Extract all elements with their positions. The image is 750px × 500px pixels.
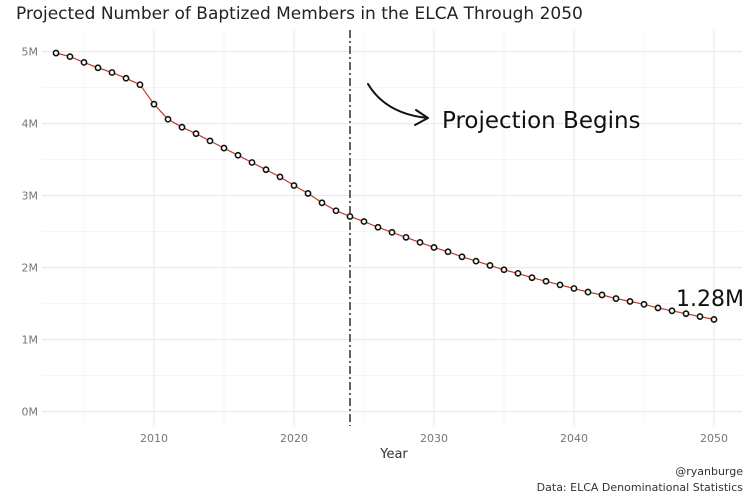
x-tick-label: 2050	[700, 432, 728, 445]
x-axis-title: Year	[379, 447, 408, 462]
data-point	[122, 74, 130, 82]
data-point	[206, 137, 214, 145]
data-point	[668, 307, 676, 315]
chart-title: Projected Number of Baptized Members in …	[16, 4, 583, 24]
data-point	[402, 233, 410, 241]
data-point	[136, 81, 144, 89]
data-point	[682, 310, 690, 318]
data-point	[640, 300, 648, 308]
y-tick-label: 2M	[22, 262, 39, 275]
data-point	[430, 244, 438, 251]
y-tick-label: 0M	[22, 406, 39, 419]
data-point	[108, 69, 116, 76]
data-point	[248, 159, 256, 166]
data-point	[164, 115, 172, 123]
data-point	[304, 190, 312, 197]
data-point	[528, 274, 536, 282]
annotation-text: Projection Begins	[442, 108, 641, 134]
data-point	[570, 285, 578, 292]
data-point	[234, 151, 242, 159]
data-point	[332, 207, 340, 215]
data-point	[458, 253, 466, 261]
data-point	[388, 228, 396, 236]
y-tick-label: 4M	[22, 118, 39, 131]
data-point	[444, 248, 452, 256]
data-point	[220, 144, 228, 152]
data-point	[262, 166, 270, 174]
y-tick-label: 3M	[22, 190, 39, 203]
series-line	[55, 52, 715, 320]
x-tick-label: 2040	[560, 432, 588, 445]
data-point	[66, 53, 74, 61]
data-point	[696, 313, 704, 320]
data-point	[276, 173, 284, 181]
annotation-arrowhead	[414, 109, 429, 126]
data-point	[360, 218, 368, 225]
data-point	[346, 213, 354, 220]
data-point	[94, 64, 102, 72]
data-point	[192, 130, 200, 138]
data-point	[556, 281, 564, 289]
data-point	[542, 277, 550, 285]
data-point	[374, 223, 382, 231]
data-point	[290, 182, 298, 189]
data-point	[178, 123, 186, 131]
data-point	[52, 49, 60, 57]
data-point	[500, 266, 508, 274]
data-point	[612, 295, 620, 302]
data-point	[514, 269, 522, 277]
data-source-caption: Data: ELCA Denominational Statistics	[537, 481, 744, 494]
data-points	[52, 49, 718, 323]
x-tick-label: 2010	[140, 432, 168, 445]
data-point	[598, 291, 606, 299]
credit-handle: @ryanburge	[675, 465, 743, 478]
data-point	[416, 238, 424, 246]
y-axis-ticks: 0M 1M 2M 3M 4M 5M	[22, 46, 39, 419]
y-tick-label: 5M	[22, 46, 39, 59]
data-point	[486, 262, 494, 269]
data-point	[584, 288, 592, 296]
data-point	[472, 257, 480, 265]
data-point	[80, 59, 88, 66]
data-point	[710, 316, 718, 323]
grid-lines	[42, 30, 742, 426]
x-tick-label: 2030	[420, 432, 448, 445]
y-tick-label: 1M	[22, 334, 39, 347]
data-point	[626, 298, 634, 305]
data-point	[654, 304, 662, 312]
annotation-arrow	[367, 83, 429, 119]
x-tick-label: 2020	[280, 432, 308, 445]
end-value-label: 1.28M	[676, 287, 744, 312]
data-point	[318, 199, 326, 207]
x-axis-ticks: 2010 2020 2030 2040 2050	[140, 432, 728, 445]
data-point	[150, 100, 158, 108]
